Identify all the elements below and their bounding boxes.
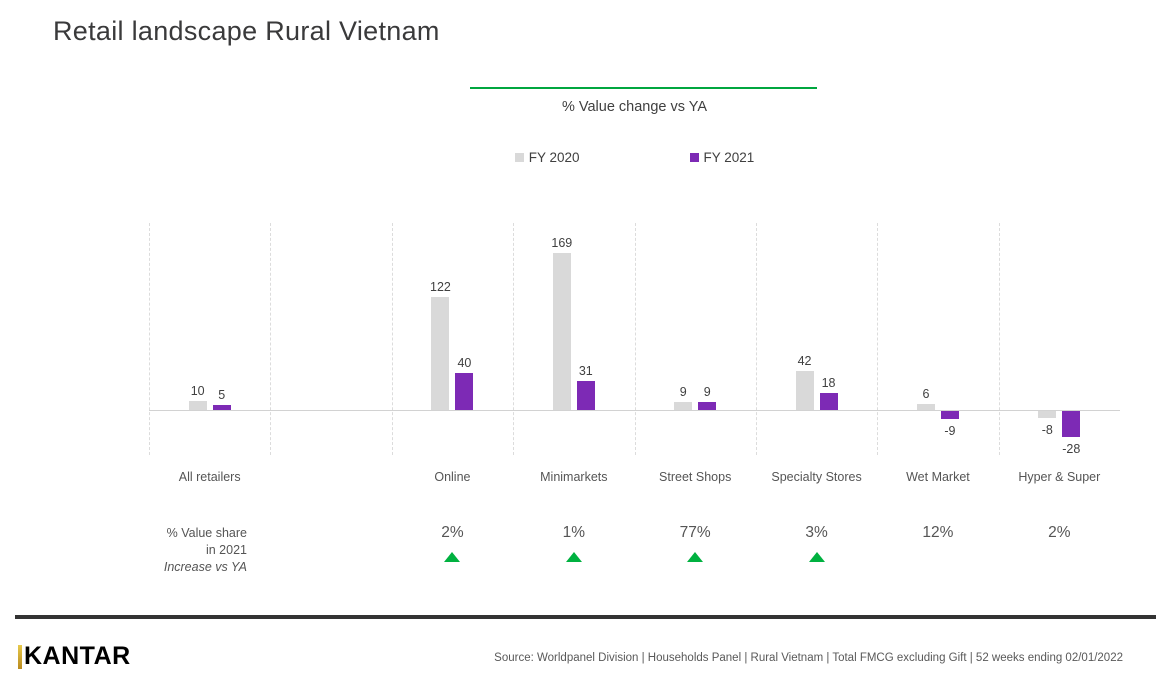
kantar-logo: KANTAR [18,642,131,671]
source-text: Source: Worldpanel Division | Households… [494,652,1123,664]
bar-value-label: 5 [218,388,226,403]
chart-legend: FY 2020 FY 2021 [149,150,1120,165]
category-label: Street Shops [659,470,732,484]
bar-fy2020 [431,296,450,410]
category-label: Specialty Stores [771,470,862,484]
bar-value-label: 9 [679,384,687,399]
chart-gridline [877,223,879,455]
chart-gridline [634,223,636,455]
bar-value-label: -9 [944,424,956,439]
bar-fy2021 [940,411,959,420]
chart-gridline [513,223,515,455]
legend-marker-fy2020-icon [514,153,524,162]
bar-value-label: 31 [578,364,593,379]
value-share-pct: 77% [679,524,711,541]
bar-fy2021 [698,401,717,410]
legend-label-fy2021: FY 2021 [703,150,755,165]
bar-value-label: 9 [703,384,711,399]
chart-gridline [998,223,1000,455]
increase-triangle-icon [687,552,704,562]
chart-axis-line [149,410,1120,411]
bar-fy2020 [188,400,207,410]
chart-gridline [755,223,757,455]
kantar-logo-text: KANTAR [24,642,131,670]
bar-value-label: 122 [430,279,451,294]
value-share-note-line2: in 2021 [205,543,247,557]
chart-title-rule [470,87,817,89]
legend-marker-fy2021-icon [689,153,699,162]
page-title: Retail landscape Rural Vietnam [53,16,440,46]
bar-fy2020 [674,401,693,410]
value-share-pct: 2% [441,524,464,541]
bar-fy2021 [1062,411,1081,438]
kantar-logo-gold-bar-icon [18,644,22,669]
bar-value-label: 42 [797,353,812,368]
bar-value-label: 10 [190,383,205,398]
value-share-pct: 2% [1048,524,1071,541]
bar-value-label: 18 [821,376,836,391]
category-label: All retailers [178,470,241,484]
category-label: Minimarkets [540,470,608,484]
bar-value-label: 40 [457,355,472,370]
chart-gridline [149,223,150,455]
value-share-note: % Value share in 2021 Increase vs YA [147,525,247,576]
bar-value-label: -8 [1041,423,1053,438]
bar-value-label: 6 [922,387,930,402]
value-share-pct: 3% [805,524,828,541]
increase-triangle-icon [444,552,461,562]
bar-value-label: 169 [551,235,573,250]
bar-fy2020 [795,370,814,410]
value-share-pct: 12% [922,524,954,541]
value-share-note-line1: % Value share [166,526,247,540]
bar-fy2020 [552,252,571,410]
chart-title: % Value change vs YA [561,99,708,115]
bar-fy2021 [455,372,474,410]
value-share-note-line3: Increase vs YA [163,560,247,574]
chart-gridline [270,223,272,455]
bar-fy2021 [819,393,838,410]
chart-gridline [391,223,393,455]
category-label: Hyper & Super [1018,470,1101,484]
bar-fy2020 [916,404,935,410]
footer-divider [15,615,1156,619]
increase-triangle-icon [808,552,825,562]
legend-item-fy2021: FY 2021 [689,150,755,165]
bar-value-label: -28 [1062,442,1081,457]
category-label: Wet Market [906,470,970,484]
bar-fy2021 [576,381,595,410]
increase-triangle-icon [565,552,582,562]
bar-fy2021 [212,405,231,410]
legend-item-fy2020: FY 2020 [514,150,580,165]
bar-fy2020 [1038,411,1057,419]
bar-chart: All retailers Online Minimarkets Street Sho… [149,223,1120,583]
category-label: Online [434,470,471,484]
value-share-pct: 1% [562,524,586,541]
legend-label-fy2020: FY 2020 [528,150,580,165]
